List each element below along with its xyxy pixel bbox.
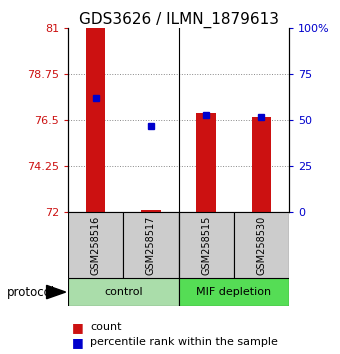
Bar <box>123 212 178 278</box>
Text: MIF depletion: MIF depletion <box>196 287 271 297</box>
Text: count: count <box>90 322 122 332</box>
Bar <box>178 212 234 278</box>
Text: protocol: protocol <box>7 286 55 298</box>
Bar <box>68 278 178 306</box>
Text: percentile rank within the sample: percentile rank within the sample <box>90 337 278 347</box>
Text: ■: ■ <box>71 336 83 349</box>
Bar <box>197 113 216 212</box>
Bar <box>68 212 123 278</box>
Bar <box>141 210 160 212</box>
Bar <box>252 117 271 212</box>
Title: GDS3626 / ILMN_1879613: GDS3626 / ILMN_1879613 <box>79 12 278 28</box>
Text: GSM258530: GSM258530 <box>256 216 266 275</box>
Text: GSM258515: GSM258515 <box>201 216 211 275</box>
Polygon shape <box>47 285 66 299</box>
Text: control: control <box>104 287 142 297</box>
Bar <box>234 212 289 278</box>
Text: GSM258517: GSM258517 <box>146 216 156 275</box>
Bar <box>178 278 289 306</box>
Text: ■: ■ <box>71 321 83 334</box>
Text: GSM258516: GSM258516 <box>91 216 101 275</box>
Bar <box>86 28 105 212</box>
